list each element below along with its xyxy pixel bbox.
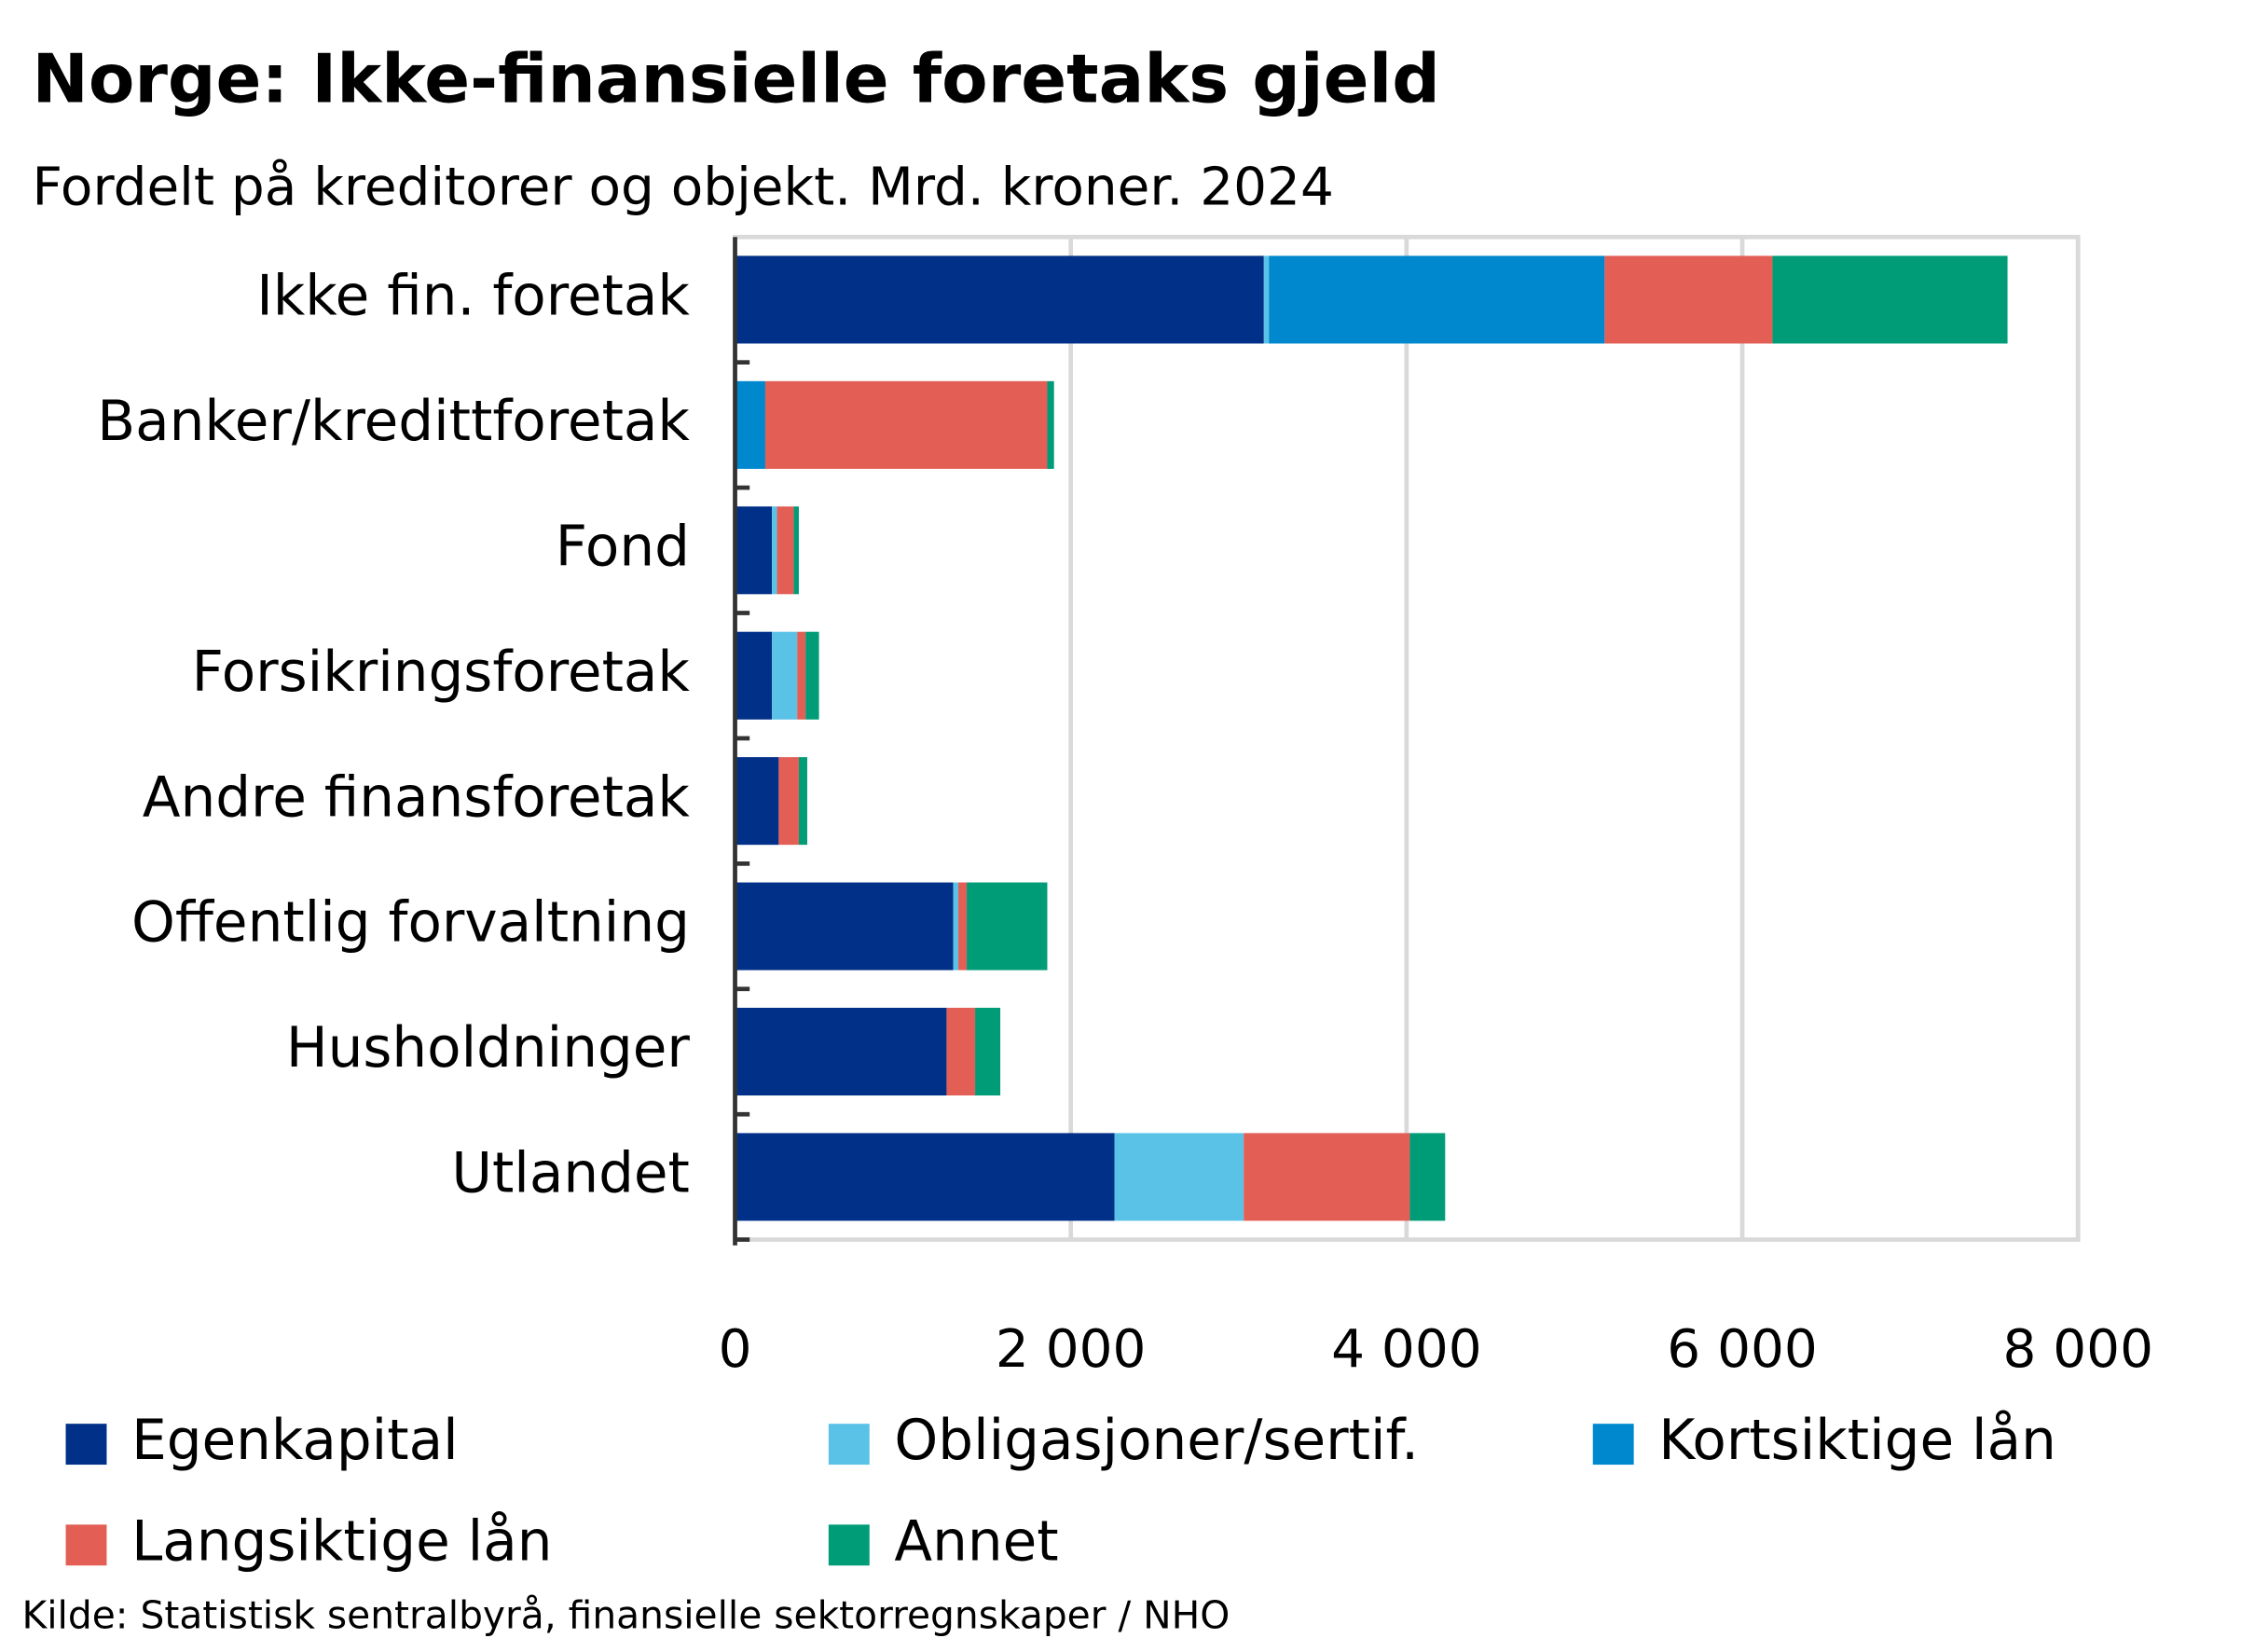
bar-segment	[735, 506, 773, 595]
chart-subtitle: Fordelt på kreditorer og objekt. Mrd. kr…	[32, 158, 1333, 218]
y-tick-label: Husholdninger	[286, 1016, 691, 1081]
bar-segment	[798, 757, 807, 846]
bar-segment	[777, 506, 794, 595]
legend-swatch	[65, 1424, 107, 1466]
x-tick-label: 4 000	[1331, 1319, 1482, 1380]
legend-swatch	[828, 1524, 870, 1566]
legend-swatch	[65, 1524, 107, 1566]
bar-segment	[735, 255, 1264, 344]
bar-segment	[1409, 1133, 1446, 1221]
bar-segment	[735, 1007, 947, 1096]
y-tick-label: Andre finansforetak	[143, 765, 691, 830]
bar-segment	[1047, 380, 1054, 469]
legend-swatch	[828, 1424, 870, 1466]
legend-label: Annet	[894, 1509, 1058, 1574]
legend-label: Obligasjoner/sertif.	[894, 1409, 1419, 1473]
bar-segment	[1772, 255, 2008, 344]
legend-label: Kortsiktige lån	[1658, 1409, 2056, 1473]
bar-segment	[1114, 1133, 1244, 1221]
bar-segment	[946, 1007, 976, 1096]
legend-swatch	[1592, 1424, 1634, 1466]
bar-segment	[778, 757, 799, 846]
legend-label: Langsiktige lån	[131, 1509, 552, 1574]
bar-segment	[1244, 1133, 1410, 1221]
bar-segment	[797, 631, 806, 720]
y-tick-label: Forsikringsforetak	[192, 640, 691, 705]
bar-segment	[735, 631, 773, 720]
bar-segment	[735, 1133, 1115, 1221]
bar-segment	[805, 631, 819, 720]
bar-segment	[793, 506, 799, 595]
bar-segment	[958, 882, 968, 971]
y-tick-label: Utlandet	[451, 1142, 690, 1206]
x-tick-label: 8 000	[2002, 1319, 2153, 1380]
bar-segment	[735, 882, 954, 971]
bar-segment	[967, 882, 1048, 971]
bar-segment	[953, 882, 959, 971]
y-tick-label: Fond	[556, 515, 690, 579]
x-tick-label: 6 000	[1667, 1319, 1818, 1380]
x-tick-label: 0	[719, 1319, 752, 1380]
y-tick-label: Offentlig forvaltning	[131, 891, 690, 956]
legend-label: Egenkapital	[131, 1409, 459, 1473]
bar-segment	[764, 380, 1048, 469]
source: Kilde: Statistisk sentralbyrå, finansiel…	[22, 1593, 1230, 1638]
bar-segment	[1263, 255, 1270, 344]
y-tick-label: Ikke fin. foretak	[256, 265, 690, 329]
bar-segment	[735, 757, 779, 846]
bar-segment	[1269, 255, 1605, 344]
bar-segment	[772, 506, 777, 595]
bar-segment	[1604, 255, 1773, 344]
chart-title: Norge: Ikke-finansielle foretaks gjeld	[32, 41, 1439, 119]
bar-segment	[975, 1007, 1001, 1096]
x-tick-label: 2 000	[996, 1319, 1147, 1380]
bar-segment	[772, 631, 798, 720]
y-tick-label: Banker/kredittforetak	[97, 390, 690, 454]
bar-segment	[735, 380, 765, 469]
